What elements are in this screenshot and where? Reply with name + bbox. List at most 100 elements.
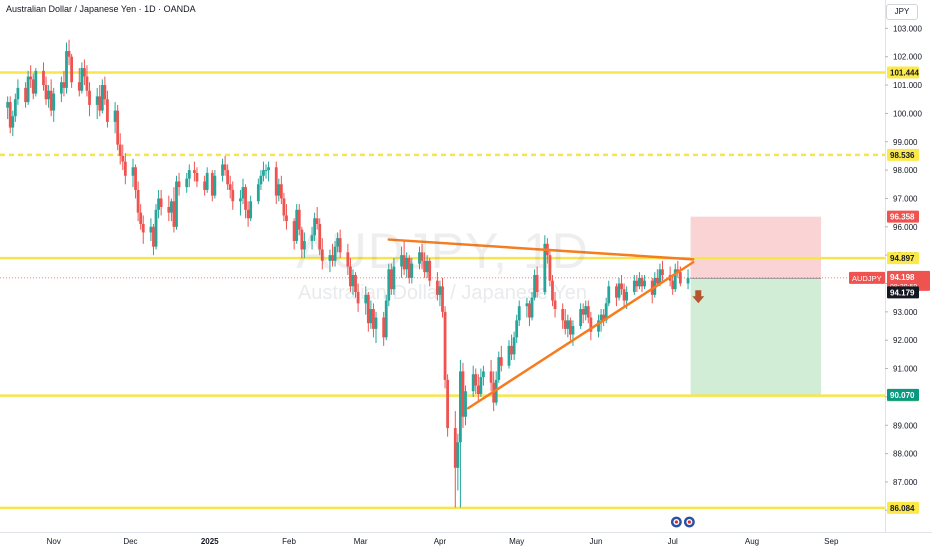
watermark-name: Australian Dollar / Japanese Yen (297, 282, 588, 304)
candle-body (80, 68, 84, 91)
candle-body (643, 280, 646, 287)
candle-body (44, 85, 48, 100)
currency-selector[interactable]: JPY (886, 4, 918, 20)
symbol-tag: AUDJPY (852, 274, 882, 283)
candle-body (351, 275, 355, 287)
candle-body (52, 93, 56, 111)
candle-body (136, 189, 140, 213)
candle-body (497, 357, 501, 380)
candle-body (59, 82, 63, 94)
x-tick-label: Jun (590, 537, 603, 546)
candle-body (566, 320, 570, 329)
candle-body (446, 379, 450, 429)
candle-body (231, 189, 235, 202)
candle-body (474, 374, 478, 386)
candle-body (241, 187, 245, 199)
candle-body (95, 96, 99, 105)
candle-body (384, 300, 388, 338)
candle-body (226, 170, 230, 185)
candle-body (382, 317, 386, 338)
candle-body (571, 326, 575, 335)
candle-body (85, 76, 89, 91)
candle-body (67, 51, 71, 57)
candle-body (551, 280, 554, 301)
candle-body (210, 172, 214, 196)
entry-tag-bg (887, 286, 919, 299)
candle-body (517, 306, 521, 321)
candle-body (203, 181, 207, 190)
candle-body (264, 170, 268, 172)
candle-body (300, 229, 304, 250)
candle-body (535, 275, 539, 293)
target-tag-bg (887, 388, 919, 401)
candle-body (438, 286, 442, 295)
candle-body (167, 206, 171, 213)
watermark-symbol: AUDJPY, 1D (296, 223, 589, 279)
candle-body (121, 155, 125, 162)
x-tick-label: Apr (434, 537, 447, 546)
y-tick-label: 92.000 (893, 336, 918, 345)
candle-body (599, 314, 603, 321)
candle-body (420, 252, 424, 261)
trendline (466, 260, 695, 410)
candle-body (461, 371, 465, 417)
y-tick-label: 102.000 (893, 53, 922, 62)
candle-body (49, 90, 53, 111)
candle-body (405, 257, 409, 270)
candle-body (581, 309, 585, 315)
candle-body (246, 209, 250, 219)
candle-body (24, 87, 27, 103)
candle-body (285, 215, 288, 222)
y-tick-label: 96.000 (893, 223, 918, 232)
candle-body (507, 345, 511, 366)
candle-body (239, 198, 242, 202)
candle-body (331, 255, 334, 261)
candle-body (407, 257, 411, 278)
y-tick-label: 87.000 (893, 478, 918, 487)
candle-body (625, 292, 629, 301)
candle-body (671, 280, 675, 290)
candle-body (83, 68, 86, 77)
candle-body (530, 297, 534, 318)
candle-body (259, 175, 263, 185)
stop-tag: 96.358 (890, 213, 915, 222)
candle-body (387, 269, 391, 301)
candle-body (328, 255, 332, 261)
candle-body (655, 277, 659, 284)
x-tick-label: Feb (282, 537, 296, 546)
x-tick-label: Nov (47, 537, 61, 546)
candle-body (354, 275, 357, 293)
candle-body (333, 246, 337, 261)
candle-body (103, 85, 107, 100)
x-tick-label: 2025 (201, 537, 219, 546)
x-tick-label: Mar (354, 537, 368, 546)
candle-body (528, 303, 531, 318)
candle-body (428, 260, 432, 281)
candle-body (118, 144, 122, 156)
candle-body (131, 167, 135, 176)
candle-body (512, 337, 516, 355)
x-tick-label: Aug (745, 537, 759, 546)
candle-body (113, 110, 117, 122)
candle-body (6, 102, 10, 108)
candle-body (459, 371, 462, 443)
candle-body (116, 110, 120, 145)
candle-body (154, 209, 158, 247)
candle-body (310, 235, 314, 241)
candle-body (338, 238, 342, 253)
y-tick-label: 98.000 (893, 166, 918, 175)
candle-body (402, 255, 406, 270)
candle-body (553, 300, 557, 310)
y-tick-label: 89.000 (893, 421, 918, 430)
candle-body (297, 209, 301, 230)
candle-body (443, 311, 447, 380)
candle-body (98, 96, 102, 111)
candle-body (256, 184, 260, 202)
candle-body (589, 317, 593, 332)
candle-body (192, 170, 196, 173)
candle-body (152, 226, 155, 247)
candle-body (604, 303, 608, 321)
event-flag-icon-dot (674, 520, 678, 524)
candle-body (223, 164, 227, 171)
